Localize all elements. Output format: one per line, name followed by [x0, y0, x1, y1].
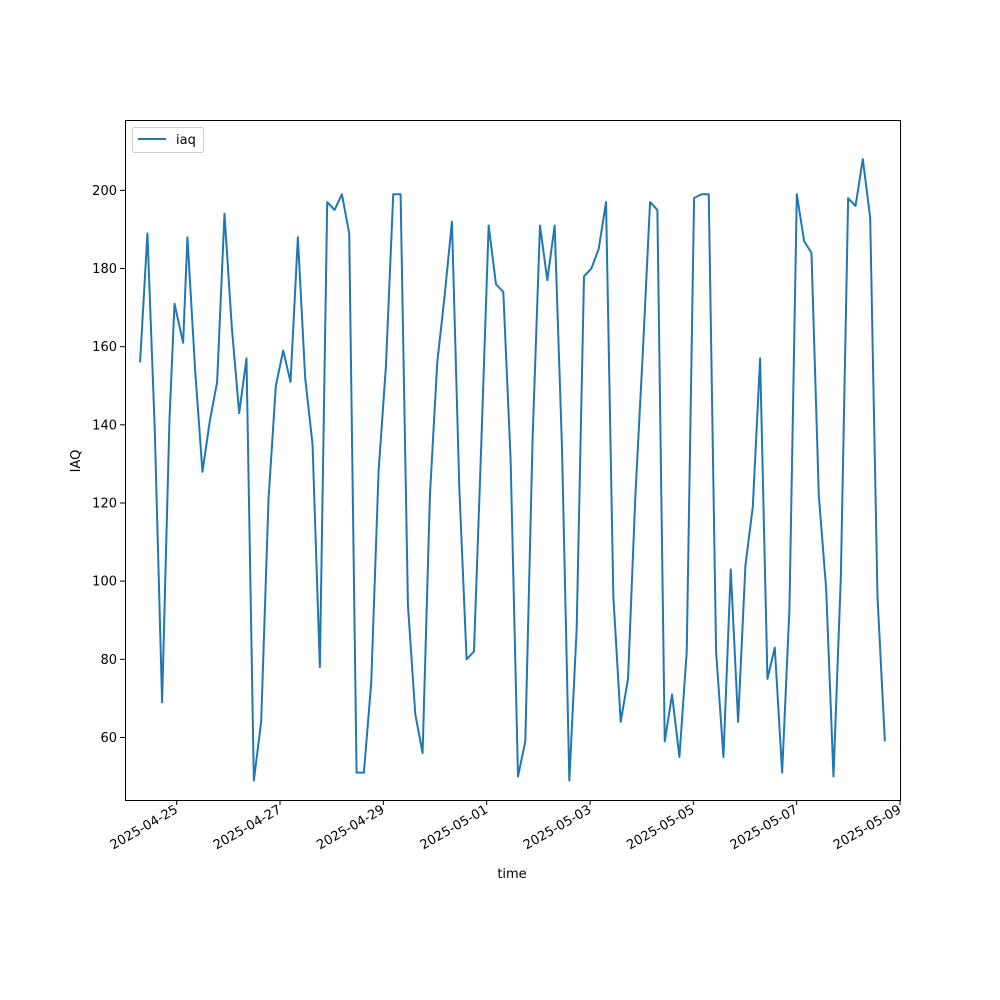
y-tick-label: 120 — [92, 496, 117, 511]
legend: iaq — [132, 127, 204, 153]
y-tick-label: 60 — [100, 731, 117, 746]
x-axis-label: time — [497, 867, 526, 882]
y-tick-label: 180 — [92, 262, 117, 277]
axes-frame — [125, 120, 901, 801]
y-tick-label: 80 — [100, 653, 117, 668]
y-axis-label: IAQ — [69, 450, 84, 473]
y-tick-label: 100 — [92, 575, 117, 590]
y-tick-label: 200 — [92, 184, 117, 199]
y-tick-label: 160 — [92, 340, 117, 355]
legend-label-iaq: iaq — [176, 133, 196, 148]
y-tick-label: 140 — [92, 418, 117, 433]
y-axis: 60 80 100 120 140 160 180 200 — [92, 184, 125, 746]
series-line-iaq — [139, 158, 886, 782]
plot-area — [139, 158, 886, 782]
legend-box — [132, 127, 204, 153]
